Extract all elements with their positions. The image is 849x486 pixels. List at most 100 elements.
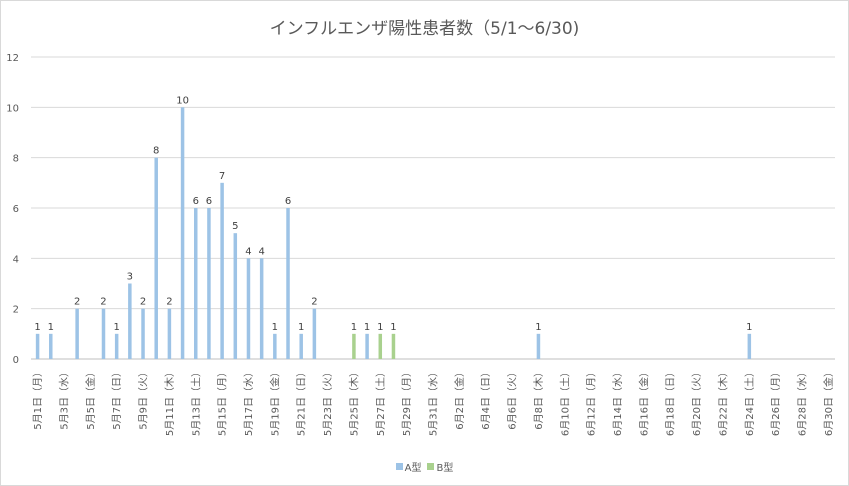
x-tick-label: 6月12日（月） bbox=[586, 367, 598, 436]
x-tick-label: 6月10日（土） bbox=[558, 367, 571, 436]
bar bbox=[391, 333, 396, 359]
data-label: 1 bbox=[48, 322, 54, 333]
legend: A型 B型 bbox=[0, 459, 849, 474]
data-label: 1 bbox=[746, 322, 752, 333]
y-tick-label: 2 bbox=[13, 305, 19, 316]
bar bbox=[141, 308, 145, 359]
x-tick-label: 6月16日（金） bbox=[637, 367, 650, 436]
bar bbox=[536, 333, 541, 359]
x-tick-label: 6月2日（金） bbox=[453, 367, 466, 430]
bar bbox=[114, 333, 119, 359]
data-label: 1 bbox=[390, 322, 396, 333]
x-tick-label: 5月11日（木） bbox=[164, 367, 176, 436]
data-label: 2 bbox=[100, 297, 106, 308]
y-tick-label: 4 bbox=[13, 254, 19, 265]
x-tick-label: 6月6日（火） bbox=[507, 367, 519, 430]
bar bbox=[35, 333, 40, 359]
legend-swatch bbox=[427, 463, 435, 470]
bar bbox=[101, 308, 106, 359]
bar bbox=[154, 157, 158, 359]
x-tick-label: 5月29日（月） bbox=[401, 367, 413, 436]
x-tick-label: 5月23日（火） bbox=[322, 367, 334, 436]
x-tick-label: 6月14日（水） bbox=[612, 367, 624, 436]
x-tick-label: 5月25日（木） bbox=[348, 367, 360, 436]
bar bbox=[207, 208, 211, 359]
data-label: 6 bbox=[285, 196, 291, 207]
bar bbox=[167, 308, 172, 359]
bar bbox=[352, 333, 356, 359]
data-label: 1 bbox=[364, 322, 370, 333]
x-tick-label: 5月1日（月） bbox=[32, 367, 44, 430]
data-label: 4 bbox=[245, 246, 251, 257]
data-label: 10 bbox=[176, 95, 189, 106]
legend-label: A型 bbox=[404, 463, 422, 474]
y-tick-label: 10 bbox=[6, 103, 19, 114]
x-tick-label: 6月20日（火） bbox=[691, 367, 703, 436]
bar bbox=[378, 333, 383, 359]
y-tick-label: 8 bbox=[13, 154, 19, 165]
x-tick-label: 6月4日（日） bbox=[480, 367, 492, 430]
data-label: 1 bbox=[535, 322, 541, 333]
x-tick-label: 5月3日（水） bbox=[58, 367, 70, 430]
bar bbox=[312, 308, 317, 359]
data-label: 2 bbox=[140, 297, 146, 308]
bar bbox=[180, 107, 185, 359]
y-tick-label: 6 bbox=[13, 204, 19, 215]
x-tick-label: 6月22日（木） bbox=[717, 367, 729, 436]
legend-item: A型 bbox=[395, 459, 422, 474]
x-tick-label: 5月9日（火） bbox=[138, 367, 150, 430]
x-tick-label: 5月7日（日） bbox=[111, 367, 123, 430]
bar bbox=[128, 283, 132, 359]
x-tick-label: 6月30日（金） bbox=[822, 367, 835, 436]
data-label: 1 bbox=[377, 322, 383, 333]
x-tick-label: 6月18日（日） bbox=[665, 367, 677, 436]
data-label: 2 bbox=[311, 297, 317, 308]
data-label: 6 bbox=[193, 196, 199, 207]
data-label: 1 bbox=[272, 322, 278, 333]
x-tick-label: 6月24日（土） bbox=[743, 367, 756, 436]
bar bbox=[365, 333, 369, 359]
x-tick-label: 5月17日（水） bbox=[243, 367, 255, 436]
data-label: 2 bbox=[74, 297, 80, 308]
bar bbox=[747, 333, 752, 359]
x-tick-label: 6月8日（木） bbox=[533, 367, 545, 430]
y-tick-label: 0 bbox=[13, 355, 19, 366]
x-tick-label: 5月31日（水） bbox=[428, 367, 440, 436]
data-label: 8 bbox=[153, 146, 159, 157]
legend-swatch bbox=[395, 463, 403, 470]
data-label: 3 bbox=[127, 272, 133, 283]
data-label: 1 bbox=[34, 322, 40, 333]
bar bbox=[75, 308, 79, 359]
x-tick-label: 5月13日（土） bbox=[189, 367, 202, 436]
y-tick-label: 12 bbox=[6, 53, 19, 64]
data-label: 1 bbox=[351, 322, 357, 333]
bar bbox=[259, 258, 264, 359]
data-label: 1 bbox=[298, 322, 304, 333]
x-tick-label: 5月21日（日） bbox=[296, 367, 308, 436]
data-label: 7 bbox=[219, 171, 225, 182]
bar bbox=[233, 233, 238, 359]
bar bbox=[286, 208, 290, 359]
bar bbox=[194, 208, 198, 359]
legend-label: B型 bbox=[436, 463, 454, 474]
x-tick-label: 5月27日（土） bbox=[374, 367, 387, 436]
x-tick-label: 5月15日（月） bbox=[217, 367, 229, 436]
x-tick-label: 5月19日（金） bbox=[268, 367, 281, 436]
data-label: 1 bbox=[113, 322, 119, 333]
data-label: 2 bbox=[166, 297, 172, 308]
data-label: 6 bbox=[206, 196, 212, 207]
bar bbox=[246, 258, 251, 359]
data-label: 5 bbox=[232, 221, 238, 232]
bar bbox=[273, 333, 277, 359]
chart-title: インフルエンザ陽性患者数（5/1～6/30) bbox=[269, 19, 580, 39]
x-tick-label: 5月5日（金） bbox=[84, 367, 97, 430]
data-label: 4 bbox=[258, 246, 264, 257]
x-tick-label: 6月26日（月） bbox=[770, 367, 782, 436]
bar bbox=[49, 333, 53, 359]
legend-item: B型 bbox=[427, 459, 453, 474]
bar bbox=[299, 333, 303, 359]
x-tick-label: 6月28日（水） bbox=[797, 367, 809, 436]
bar bbox=[220, 182, 224, 359]
